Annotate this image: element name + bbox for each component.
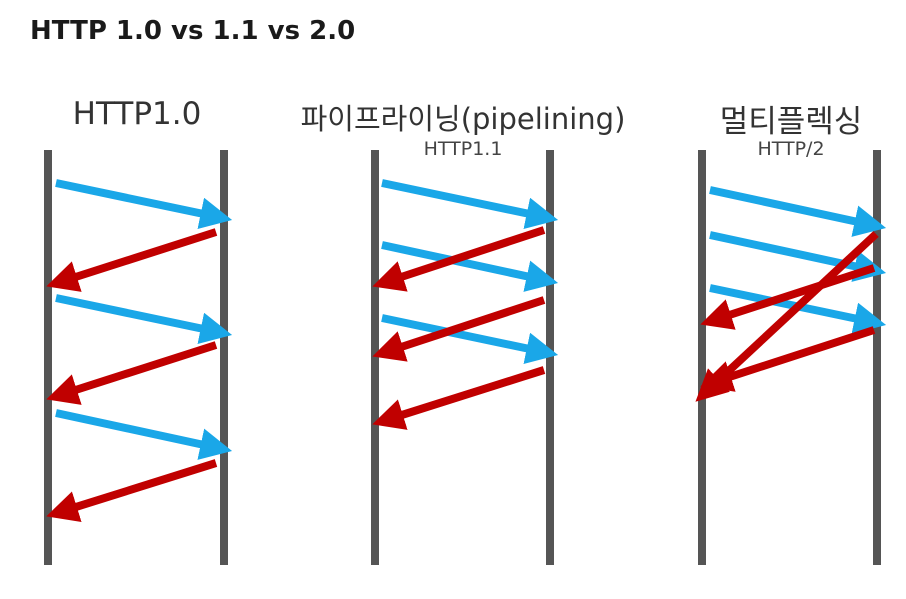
request-arrow-pipelining-3 [381,314,559,365]
panel-title-http10: HTTP1.0 [72,96,202,132]
response-arrow-pipelining-6 [372,366,546,430]
page-title: HTTP 1.0 vs 1.1 vs 2.0 [30,16,356,46]
response-arrow-multiplexing-6 [695,231,879,402]
response-arrow-multiplexing-5 [700,326,876,392]
response-arrow-http10-4 [46,341,218,405]
response-arrow-http10-2 [46,228,218,292]
request-arrow-pipelining-1 [381,179,559,230]
request-arrow-pipelining-2 [381,241,559,292]
response-arrow-pipelining-4 [372,226,546,292]
request-arrow-http10-1 [55,179,233,230]
panel-subtitle-multiplexing: HTTP/2 [757,138,825,160]
response-arrow-http10-6 [46,459,218,522]
panel-title-multiplexing: 멀티플렉싱 [719,104,863,140]
response-arrow-pipelining-5 [372,296,546,362]
panel-subtitle-pipelining: HTTP1.1 [423,138,503,160]
response-arrow-multiplexing-4 [700,264,876,330]
request-arrow-http10-5 [55,409,233,460]
request-arrow-multiplexing-1 [709,186,887,237]
panel-title-pipelining: 파이프라이닝(pipelining) [300,102,626,136]
request-arrow-http10-3 [55,294,233,345]
request-arrow-multiplexing-3 [709,284,887,335]
